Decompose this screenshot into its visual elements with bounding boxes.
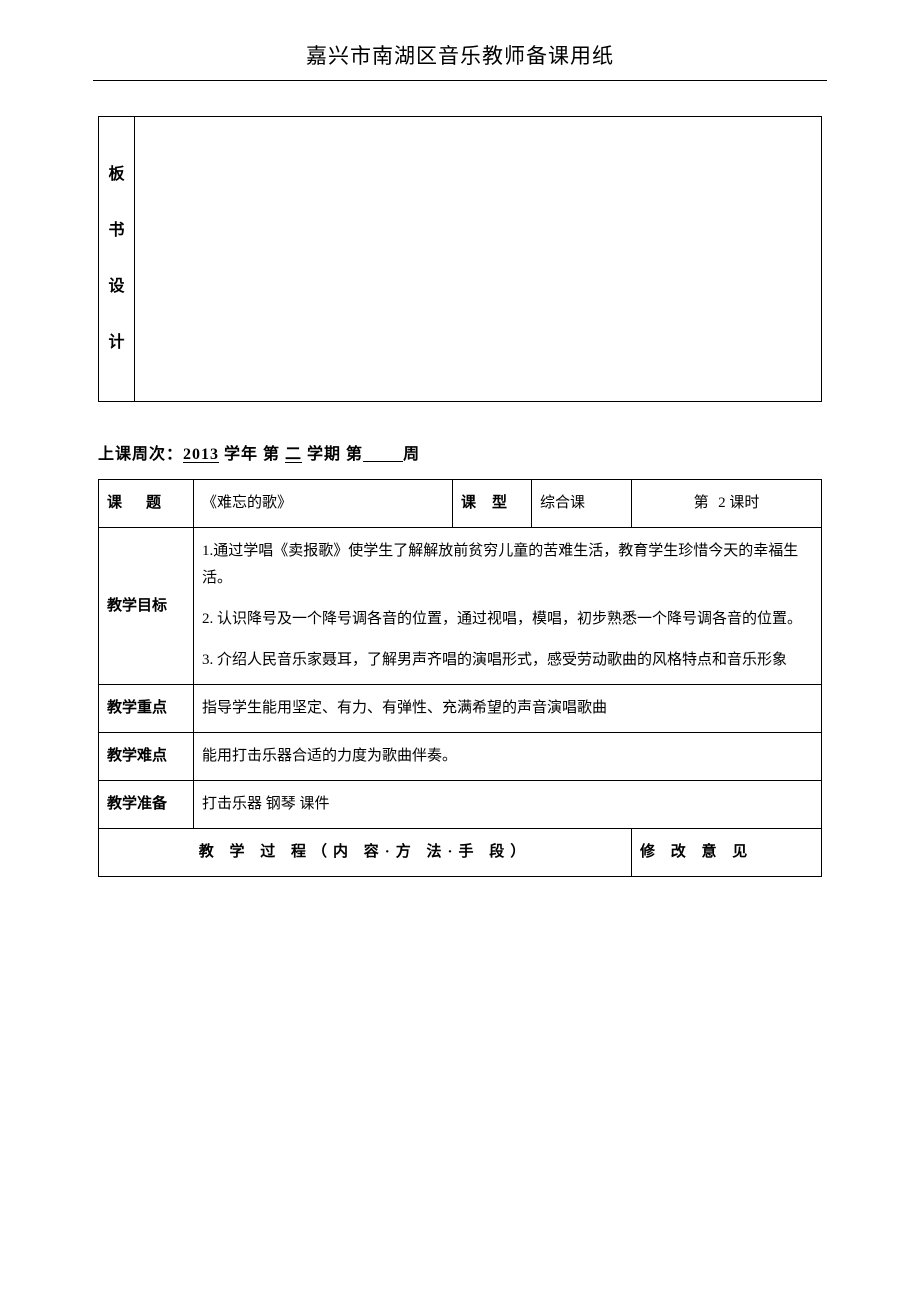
type-value: 综合课 [532,480,632,528]
week-line: 上课周次：2013 学年 第 二 学期 第 周 [98,440,822,464]
topic-value: 《难忘的歌》 [194,480,453,528]
board-design-label-text: 板书设计 [108,166,124,351]
topic-label: 课题 [99,480,194,528]
row-difficulty: 教学难点 能用打击乐器合适的力度为歌曲伴奏。 [99,733,822,781]
focus-label: 教学重点 [99,685,194,733]
week-year-suffix: 学年 第 [219,446,285,463]
focus-value: 指导学生能用坚定、有力、有弹性、充满希望的声音演唱歌曲 [194,685,822,733]
week-semester-suffix: 学期 第 [302,446,363,463]
week-semester: 二 [285,446,302,463]
revise-label: 修 改 意 见 [632,829,822,877]
goal-3: 3. 介绍人民音乐家聂耳，了解男声齐唱的演唱形式，感受劳动歌曲的风格特点和音乐形… [202,647,813,674]
row-focus: 教学重点 指导学生能用坚定、有力、有弹性、充满希望的声音演唱歌曲 [99,685,822,733]
period-prefix: 第 [694,495,711,511]
period-suffix: 课时 [729,495,759,511]
board-design-table: 板书设计 [98,116,822,402]
prep-value: 打击乐器 钢琴 课件 [194,781,822,829]
lesson-table: 课题 《难忘的歌》 课型 综合课 第 2 课时 教学目标 1.通过学唱《卖报歌》… [98,479,822,877]
row-prep: 教学准备 打击乐器 钢琴 课件 [99,781,822,829]
row-goals: 教学目标 1.通过学唱《卖报歌》使学生了解解放前贫穷儿童的苦难生活，教育学生珍惜… [99,528,822,685]
goal-1: 1.通过学唱《卖报歌》使学生了解解放前贫穷儿童的苦难生活，教育学生珍惜今天的幸福… [202,538,813,592]
title-underline [93,80,827,81]
period-num: 2 [718,495,726,511]
period-cell: 第 2 课时 [632,480,822,528]
process-label: 教 学 过 程（内 容·方 法·手 段） [99,829,632,877]
difficulty-label: 教学难点 [99,733,194,781]
prep-label: 教学准备 [99,781,194,829]
topic-label-text: 课题 [107,495,185,511]
row-topic: 课题 《难忘的歌》 课型 综合课 第 2 课时 [99,480,822,528]
goal-2: 2. 认识降号及一个降号调各音的位置，通过视唱，模唱，初步熟悉一个降号调各音的位… [202,606,813,633]
page-title: 嘉兴市南湖区音乐教师备课用纸 [98,40,822,70]
week-year: 2013 [183,446,219,463]
goals-value: 1.通过学唱《卖报歌》使学生了解解放前贫穷儿童的苦难生活，教育学生珍惜今天的幸福… [194,528,822,685]
week-blank [363,461,403,462]
goals-label: 教学目标 [99,528,194,685]
board-design-label: 板书设计 [99,117,135,402]
board-design-content [135,117,822,402]
week-prefix: 上课周次： [98,446,183,463]
difficulty-value: 能用打击乐器合适的力度为歌曲伴奏。 [194,733,822,781]
week-suffix: 周 [403,446,420,463]
row-process-header: 教 学 过 程（内 容·方 法·手 段） 修 改 意 见 [99,829,822,877]
type-label: 课型 [452,480,531,528]
